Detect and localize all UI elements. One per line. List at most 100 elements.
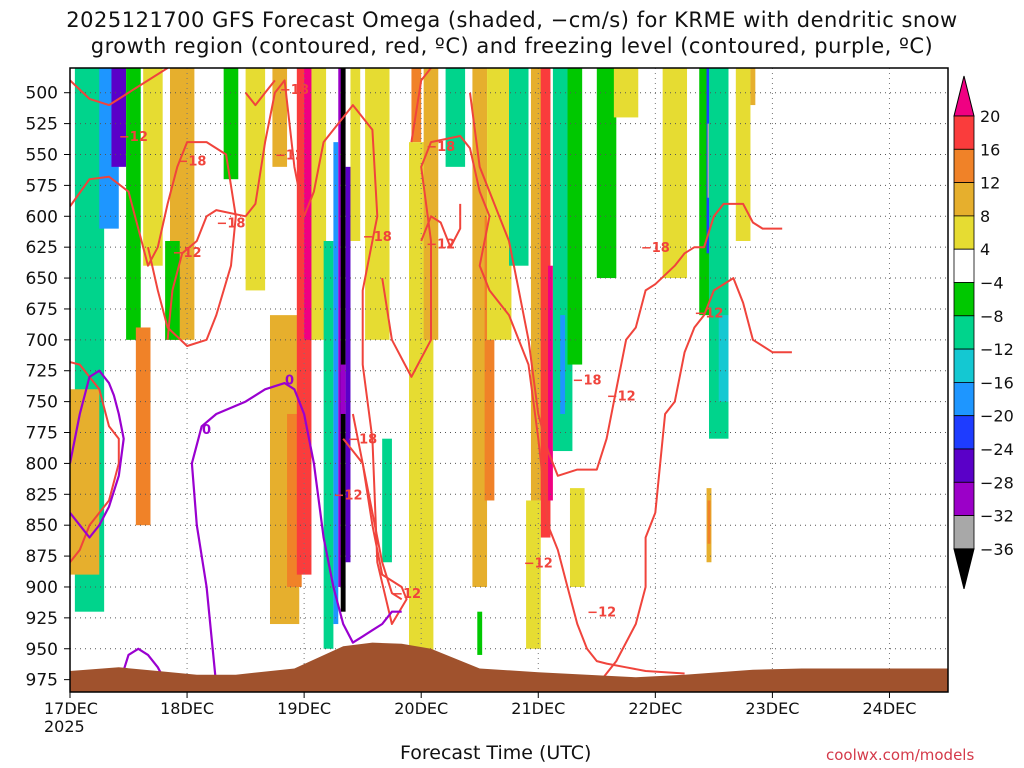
colorbar-swatch: [953, 515, 975, 550]
y-tick-label: 800: [26, 454, 58, 474]
omega-band: [569, 488, 585, 587]
omega-band: [699, 68, 709, 316]
omega-band: [560, 315, 566, 414]
y-tick-label: 500: [26, 84, 58, 104]
contour-label: −12: [587, 606, 616, 621]
omega-band: [126, 68, 141, 340]
contour-label: −18: [216, 216, 245, 231]
omega-band: [382, 438, 392, 563]
colorbar-label: −8: [980, 307, 1004, 326]
x-tick-label: 19DEC: [277, 699, 331, 718]
colorbar-swatch: [953, 115, 975, 150]
y-tick-label: 550: [26, 145, 58, 165]
y-tick-label: 775: [26, 424, 58, 444]
x-tick-label: 21DEC: [511, 699, 565, 718]
colorbar-label: 12: [980, 174, 1000, 193]
colorbar-label: −24: [980, 440, 1014, 459]
colorbar-swatch: [953, 215, 975, 250]
omega-band: [613, 68, 639, 118]
dgz-contour: [596, 277, 792, 687]
dgz-contour: [469, 92, 783, 477]
contour-label: −18: [177, 155, 206, 170]
x-tick-label: 22DEC: [628, 699, 682, 718]
omega-band: [70, 389, 100, 575]
colorbar-swatch: [953, 282, 975, 317]
omega-band: [323, 240, 334, 649]
omega-band: [718, 315, 729, 402]
omega-band: [540, 68, 551, 538]
omega-band: [567, 68, 583, 365]
x-tick-label: 18DEC: [160, 699, 214, 718]
colorbar-swatch: [953, 182, 975, 217]
y-tick-label: 900: [26, 578, 58, 598]
contour-label: −18: [348, 433, 377, 448]
freezing-level-contour: [190, 382, 402, 686]
omega-band: [340, 68, 346, 612]
omega-band: [333, 142, 339, 625]
colorbar-label: 4: [980, 240, 990, 259]
omega-band: [345, 166, 351, 563]
colorbar-label: 8: [980, 207, 990, 226]
omega-band: [477, 611, 483, 655]
omega-band: [340, 364, 346, 414]
colorbar-swatch: [953, 481, 975, 516]
dgz-contour: [420, 203, 462, 249]
y-tick-label: 575: [26, 176, 58, 196]
y-tick-label: 750: [26, 393, 58, 413]
omega-band: [548, 265, 553, 501]
contour-label: −12: [334, 488, 363, 503]
dgz-contour: [70, 141, 237, 347]
chart-title-line2: growth region (contoured, red, ºC) and f…: [90, 34, 934, 58]
colorbar-swatch: [953, 315, 975, 350]
colorbar-label: −20: [980, 407, 1014, 426]
contour-label: −12: [173, 246, 202, 261]
y-tick-label: 675: [26, 300, 58, 320]
colorbar-bottom-arrow: [953, 548, 975, 590]
dgz-contour: [70, 68, 169, 107]
omega-band: [750, 68, 756, 106]
y-tick-label: 650: [26, 269, 58, 289]
colorbar-swatch: [953, 381, 975, 417]
dgz-contour: [410, 68, 432, 143]
colorbar-label: −4: [980, 274, 1004, 293]
colorbar-label: −36: [980, 540, 1014, 559]
plot-border: [69, 67, 949, 693]
contour-label: −12: [392, 587, 421, 602]
omega-band: [487, 68, 512, 340]
contour-label: −18: [280, 83, 309, 98]
colorbar: 20 16 12 8 4 −4 −8 −12 −16 −20 −24 −28 −32 −36: [953, 75, 1014, 590]
chart-title-line1: 2025121700 GFS Forecast Omega (shaded, −…: [66, 8, 958, 32]
x-tick-label: 24DEC: [862, 699, 916, 718]
omega-band: [135, 327, 151, 526]
freezing-level-contour: [117, 647, 169, 687]
y-tick-label: 700: [26, 331, 58, 351]
contour-label: −12: [426, 237, 455, 252]
x-year-label: 2025: [44, 717, 85, 736]
plot-content: −18 −12 −18 −12 −18 −12 0 0 −18 −12 −18 −18 −12 −18 −1…: [70, 68, 948, 692]
colorbar-swatch: [953, 415, 975, 450]
dgz-contour: [244, 79, 276, 107]
contour-label: −18: [363, 230, 392, 245]
colorbar-swatch: [953, 248, 975, 283]
contour-label: 0: [285, 373, 294, 388]
contour-label: −12: [119, 130, 148, 145]
x-tick-label: 20DEC: [394, 699, 448, 718]
y-tick-label: 975: [26, 671, 58, 691]
omega-band: [245, 68, 266, 291]
x-tick-label: 23DEC: [745, 699, 799, 718]
y-tick-label: 825: [26, 485, 58, 505]
colorbar-label: −12: [980, 340, 1014, 359]
colorbar-label: 20: [980, 107, 1000, 126]
colorbar-top-arrow: [953, 75, 975, 117]
contour-label: 0: [202, 423, 211, 438]
dgz-contour: [342, 438, 403, 601]
omega-band: [596, 68, 617, 279]
omega-band: [484, 216, 495, 501]
y-tick-label: 875: [26, 547, 58, 567]
y-tick-label: 850: [26, 516, 58, 536]
omega-band: [143, 68, 163, 266]
x-axis-label: Forecast Time (UTC): [400, 742, 592, 764]
y-tick-label: 950: [26, 640, 58, 660]
contour-label: −12: [607, 389, 636, 404]
